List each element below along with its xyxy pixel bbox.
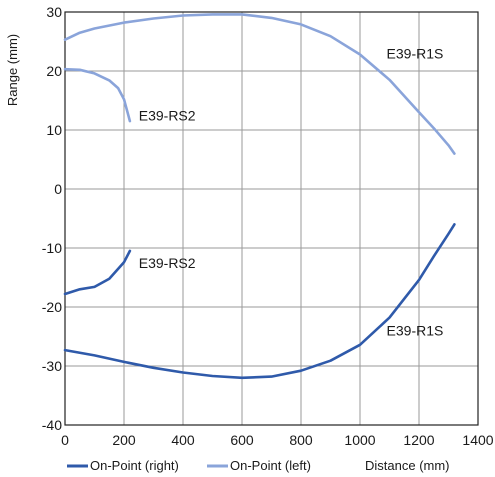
legend: On-Point (right) On-Point (left) Distanc… bbox=[67, 458, 450, 473]
y-tick-label: 0 bbox=[54, 181, 62, 197]
series-annotation: E39-R1S bbox=[387, 45, 444, 61]
y-tick-label: -40 bbox=[42, 417, 62, 433]
series bbox=[63, 13, 456, 380]
series-annotation: E39-R1S bbox=[387, 323, 444, 339]
y-tick-label: 20 bbox=[46, 63, 62, 79]
x-tick-label: 400 bbox=[171, 432, 195, 448]
x-tick-label: 0 bbox=[61, 432, 69, 448]
x-tick-label: 1200 bbox=[403, 432, 434, 448]
y-tick-label: -30 bbox=[42, 358, 62, 374]
x-tick-label: 200 bbox=[112, 432, 136, 448]
series-line-1 bbox=[63, 67, 132, 123]
axes: 0 200 400 600 800 1000 1200 1400 30 20 10 0 -10 -20 -3… bbox=[42, 4, 494, 448]
y-axis-label: Range (mm) bbox=[5, 34, 20, 106]
plot-frame bbox=[64, 11, 479, 426]
series-line-2 bbox=[63, 249, 132, 296]
y-tick-label: 10 bbox=[46, 122, 62, 138]
series-line-0 bbox=[63, 13, 456, 155]
y-tick-label: -10 bbox=[42, 240, 62, 256]
series-annotation: E39-RS2 bbox=[139, 255, 196, 271]
x-tick-label: 600 bbox=[230, 432, 254, 448]
x-tick-label: 1000 bbox=[344, 432, 375, 448]
x-axis-label: Distance (mm) bbox=[365, 458, 450, 473]
legend-label-right: On-Point (right) bbox=[90, 458, 179, 473]
grid bbox=[65, 12, 478, 425]
y-tick-label: -20 bbox=[42, 299, 62, 315]
y-tick-label: 30 bbox=[46, 4, 62, 20]
annotations: E39-R1S E39-RS2 E39-RS2 E39-R1S bbox=[139, 45, 444, 338]
series-annotation: E39-RS2 bbox=[139, 107, 196, 123]
series-line-3 bbox=[63, 223, 456, 380]
x-tick-label: 800 bbox=[289, 432, 313, 448]
legend-label-left: On-Point (left) bbox=[230, 458, 311, 473]
x-tick-label: 1400 bbox=[462, 432, 493, 448]
